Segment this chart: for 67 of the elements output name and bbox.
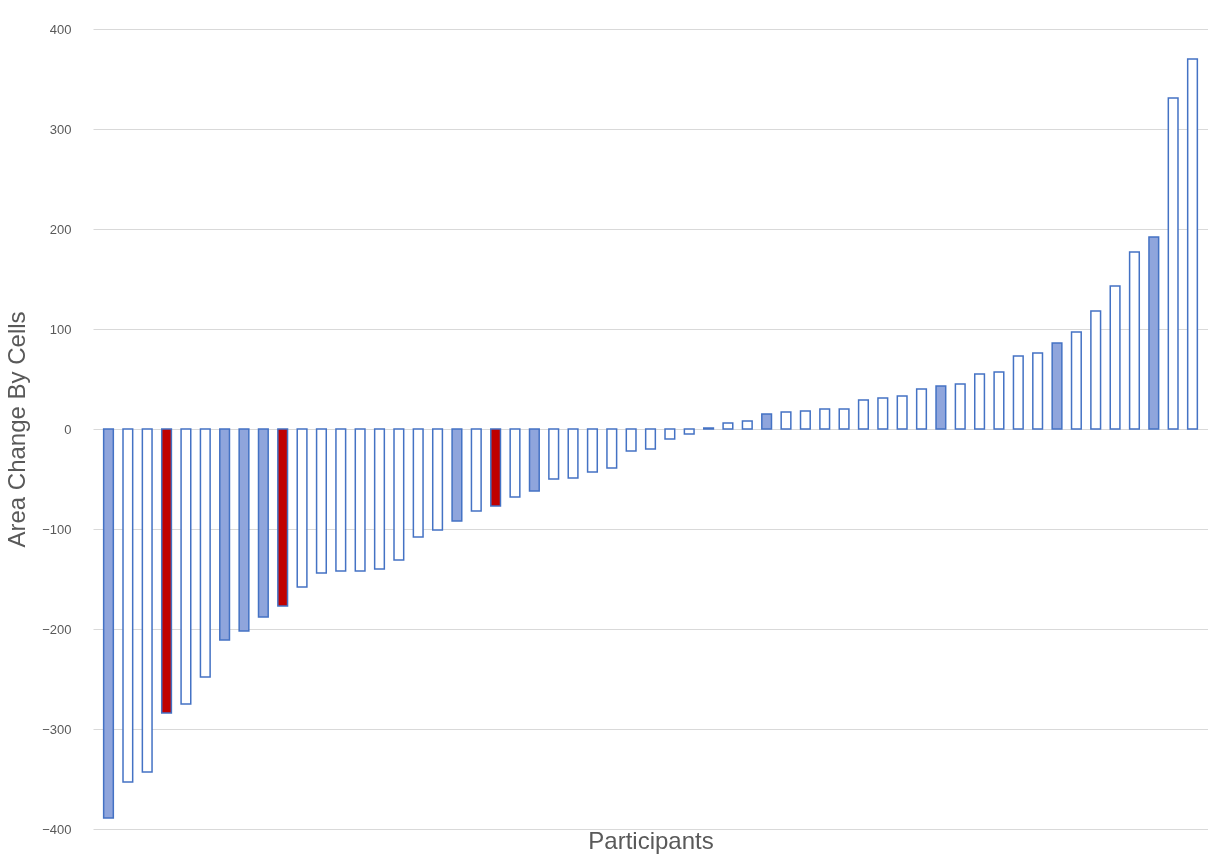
bar: [780, 411, 792, 430]
bar: [199, 428, 211, 678]
bar: [219, 428, 231, 641]
bar: [1186, 58, 1199, 430]
bar: [393, 428, 405, 561]
bar: [761, 413, 773, 430]
bar: [238, 428, 250, 632]
bar: [180, 428, 192, 705]
bar: [915, 388, 928, 430]
bar: [141, 428, 153, 773]
y-tick-label: 400: [49, 21, 72, 37]
bar: [160, 428, 173, 714]
y-tick-label: −200: [42, 621, 72, 637]
bar: [1128, 251, 1141, 430]
bar: [838, 408, 850, 430]
bar: [1012, 355, 1024, 430]
y-tick-label: 0: [64, 421, 72, 437]
y-tick-label: 100: [49, 321, 72, 337]
bar: [470, 428, 482, 512]
bar: [451, 428, 463, 522]
bar: [102, 428, 115, 819]
bar: [257, 428, 269, 618]
bar: [1148, 236, 1160, 430]
bar: [315, 428, 328, 574]
x-axis-title: Participants: [588, 826, 714, 854]
bar: [1032, 352, 1044, 430]
bar: [490, 428, 502, 507]
bar: [644, 428, 657, 450]
y-tick-label: −300: [42, 721, 72, 737]
y-tick-label: −400: [42, 821, 72, 837]
bar: [296, 428, 308, 588]
bar: [586, 428, 599, 473]
bar: [819, 408, 831, 430]
bar: [548, 428, 560, 480]
bar: [973, 373, 986, 430]
bar: [412, 428, 424, 538]
bar: [1109, 285, 1121, 430]
bar: [877, 397, 889, 430]
bar: [122, 428, 134, 783]
bar: [528, 428, 540, 492]
bar: [722, 422, 734, 430]
bar: [567, 428, 579, 479]
bar: [1051, 342, 1063, 430]
bar: [664, 428, 676, 440]
bar: [1167, 97, 1179, 430]
bar: [606, 428, 618, 469]
bar: [741, 420, 753, 430]
bar: [335, 428, 347, 572]
y-axis-title: Area Change By Cells: [3, 311, 31, 548]
y-tick-label: 200: [49, 221, 72, 237]
bar: [896, 395, 908, 430]
y-tick-label: 300: [49, 121, 72, 137]
bar: [799, 410, 811, 430]
bar: [373, 428, 386, 570]
bar: [1090, 310, 1102, 430]
bar: [625, 428, 637, 452]
bar: [354, 428, 366, 572]
y-tick-label: −100: [42, 521, 72, 537]
bar: [1070, 331, 1082, 430]
bar: [857, 399, 870, 430]
bar: [277, 428, 289, 607]
bar: [509, 428, 521, 498]
bar: [683, 428, 695, 435]
bar: [431, 428, 444, 531]
bar: [935, 385, 947, 430]
bar: [993, 371, 1005, 430]
bar: [954, 383, 966, 430]
